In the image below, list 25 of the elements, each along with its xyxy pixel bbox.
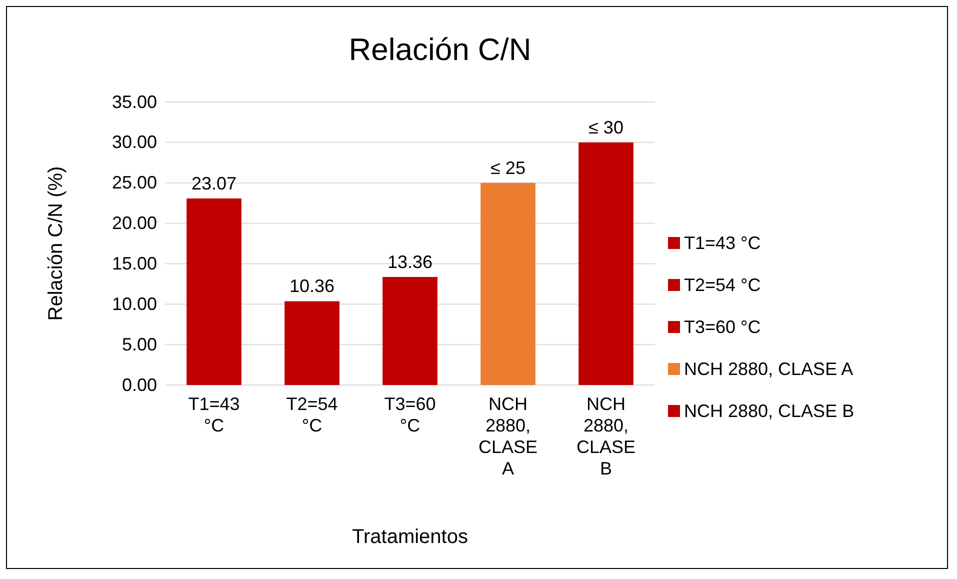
y-tick-label: 35.00 [112,92,157,112]
chart-title: Relación C/N [348,32,532,67]
y-tick-label: 30.00 [112,132,157,152]
y-tick-label: 20.00 [112,213,157,234]
legend-label: NCH 2880, CLASE A [684,359,854,379]
legend-label: T1=43 °C [684,233,761,253]
x-tick-label: NCH 2880, CLASE A [478,394,538,479]
y-tick-label: 10.00 [112,294,157,314]
x-tick-label: T3=60 °C [384,394,436,436]
data-label: 10.36 [289,276,335,296]
data-label: 23.07 [191,173,237,194]
y-tick-label: 25.00 [112,172,157,193]
y-tick-label: 15.00 [112,253,157,274]
data-label: 13.36 [387,252,433,272]
legend-label: T2=54 °C [684,275,761,295]
y-tick-label: 5.00 [122,334,157,354]
data-label: ≤ 25 [490,158,526,178]
x-tick-label: T1=43 °C [188,394,240,436]
y-tick-label: 0.00 [122,374,157,395]
y-axis-title: Relación C/N (%) [45,166,67,321]
legend-label: T3=60 °C [684,317,761,337]
x-tick-label: NCH 2880, CLASE B [576,394,636,479]
x-axis-title: Tratamientos [352,526,468,548]
x-tick-label: T2=54 °C [286,394,338,436]
data-label: ≤ 30 [588,117,624,138]
